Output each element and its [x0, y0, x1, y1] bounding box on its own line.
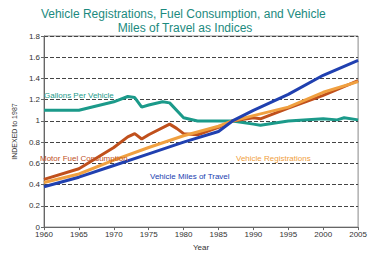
svg-text:1.6: 1.6	[29, 53, 41, 62]
svg-text:Vehicle Registrations, Fuel Co: Vehicle Registrations, Fuel Consumption,…	[41, 7, 329, 21]
svg-text:0.6: 0.6	[29, 159, 41, 168]
svg-text:Miles of Travel as Indices: Miles of Travel as Indices	[118, 21, 253, 35]
svg-text:1.4: 1.4	[29, 74, 41, 83]
svg-text:1.8: 1.8	[29, 32, 41, 41]
svg-text:2000: 2000	[314, 230, 332, 239]
svg-text:1990: 1990	[245, 230, 263, 239]
svg-text:2005: 2005	[349, 230, 367, 239]
svg-text:1985: 1985	[210, 230, 228, 239]
svg-text:Vehicle Registrations: Vehicle Registrations	[236, 154, 311, 163]
svg-text:1: 1	[36, 116, 41, 125]
svg-text:1960: 1960	[35, 230, 53, 239]
svg-text:Gallons Per Vehicle: Gallons Per Vehicle	[44, 91, 114, 100]
svg-text:Year: Year	[193, 243, 210, 252]
svg-text:1975: 1975	[140, 230, 158, 239]
svg-text:1995: 1995	[279, 230, 297, 239]
svg-text:Motor Fuel Consumption: Motor Fuel Consumption	[40, 154, 128, 163]
svg-text:0.2: 0.2	[29, 201, 41, 210]
svg-text:INDEXED to 1987: INDEXED to 1987	[11, 103, 18, 160]
svg-text:0.8: 0.8	[29, 138, 41, 147]
svg-text:0.4: 0.4	[29, 180, 41, 189]
svg-text:0: 0	[35, 222, 40, 232]
svg-text:1.2: 1.2	[29, 95, 41, 104]
svg-text:1970: 1970	[105, 230, 123, 239]
svg-text:Vehicle Miles of Travel: Vehicle Miles of Travel	[150, 172, 230, 181]
svg-text:1965: 1965	[70, 230, 88, 239]
svg-text:1980: 1980	[175, 230, 193, 239]
